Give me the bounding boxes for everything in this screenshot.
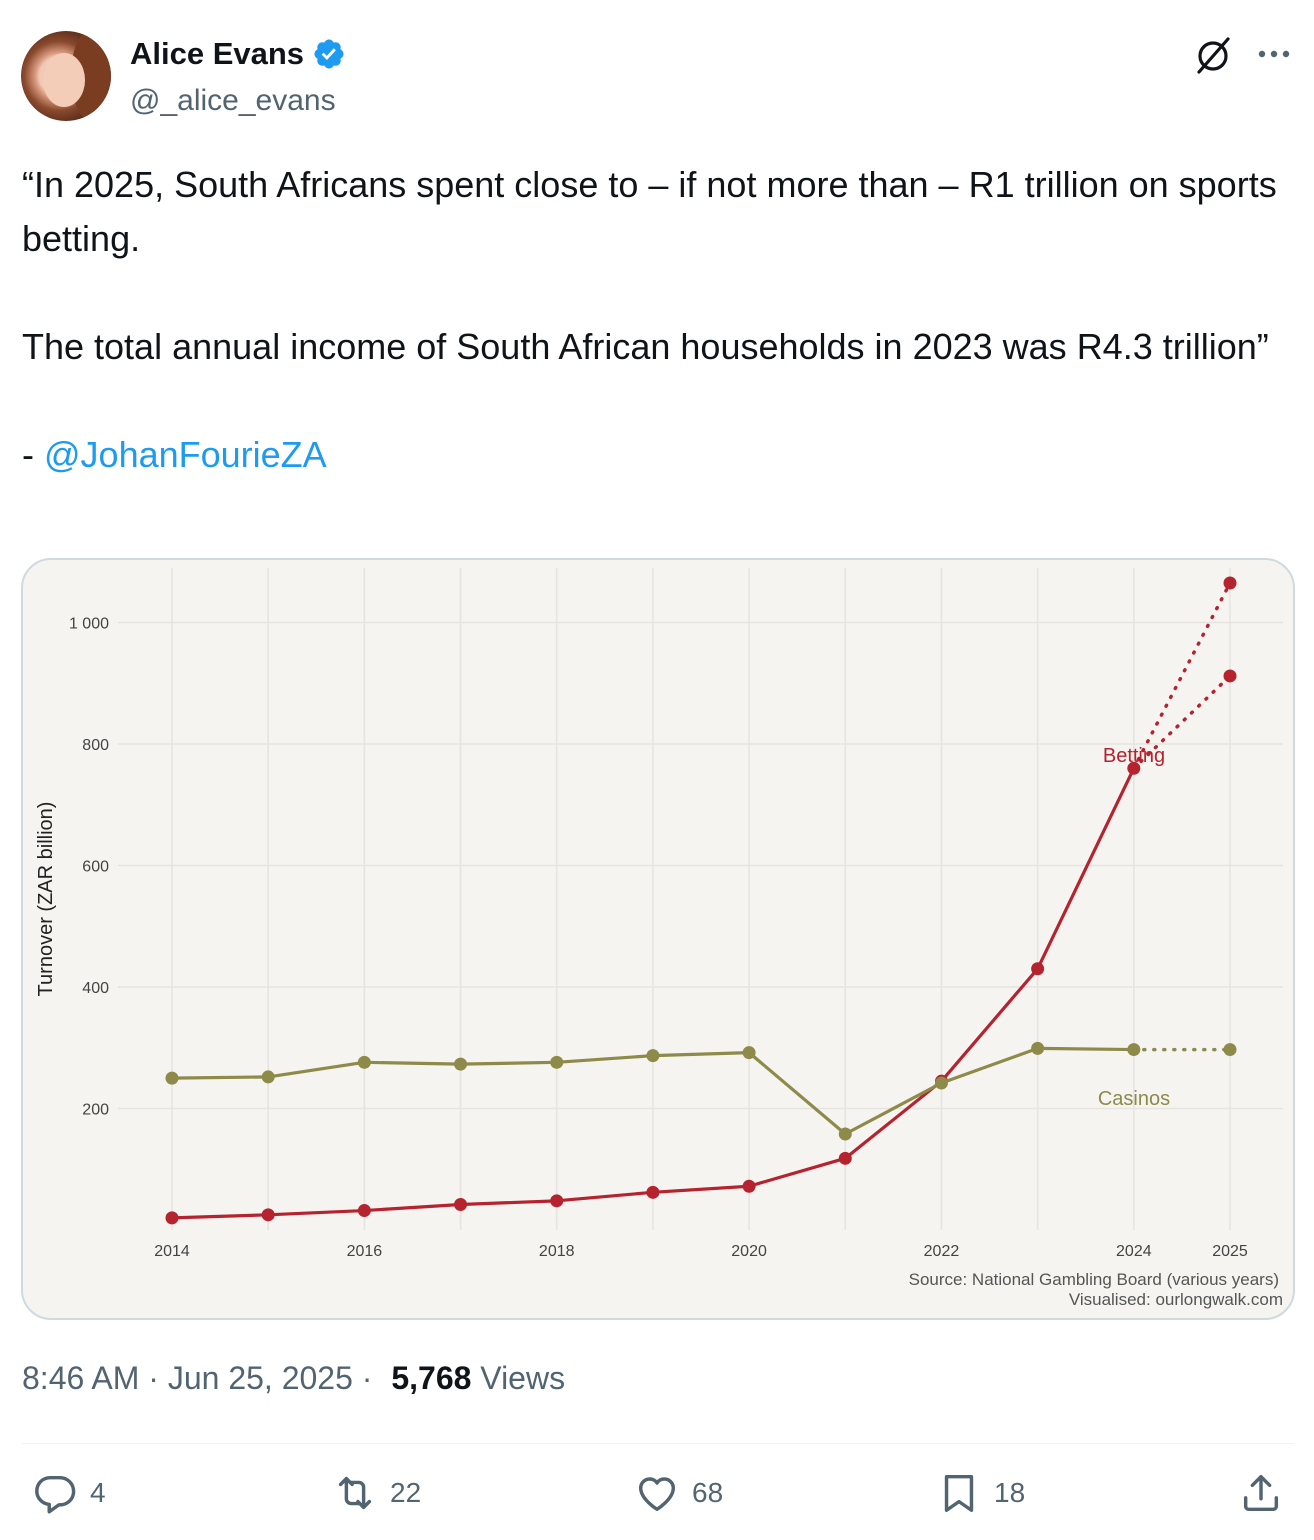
data-point-betting bbox=[1031, 962, 1045, 976]
bookmark-icon bbox=[944, 1474, 974, 1512]
visualised-note: Visualised: ourlongwalk.com bbox=[1069, 1290, 1283, 1309]
reply-button[interactable]: 4 bbox=[32, 1470, 106, 1516]
y-axis-label: Turnover (ZAR billion) bbox=[35, 802, 57, 997]
x-tick-label: 2018 bbox=[539, 1243, 575, 1260]
reply-icon bbox=[35, 1475, 76, 1514]
data-point-betting bbox=[165, 1211, 179, 1225]
avatar[interactable] bbox=[21, 31, 111, 121]
data-point-casinos bbox=[454, 1057, 468, 1071]
projection-point-casinos bbox=[1223, 1043, 1237, 1057]
series-label-betting: Betting bbox=[1103, 745, 1165, 767]
repost-button[interactable]: 22 bbox=[332, 1470, 421, 1516]
reply-count: 4 bbox=[90, 1477, 106, 1508]
data-point-casinos bbox=[1031, 1041, 1045, 1055]
divider bbox=[22, 1443, 1294, 1444]
y-tick-label: 200 bbox=[82, 1102, 109, 1119]
data-point-casinos bbox=[165, 1071, 179, 1085]
x-tick-label: 2020 bbox=[731, 1243, 767, 1260]
y-tick-label: 1 000 bbox=[69, 616, 109, 633]
tweet-header: Alice Evans @_alice_evans bbox=[0, 0, 1314, 130]
data-point-betting bbox=[742, 1179, 756, 1193]
data-point-casinos bbox=[934, 1076, 948, 1090]
x-tick-label: 2025 bbox=[1212, 1243, 1248, 1260]
source-note: Source: National Gambling Board (various… bbox=[909, 1270, 1279, 1289]
data-point-casinos bbox=[550, 1055, 564, 1069]
data-point-casinos bbox=[357, 1055, 371, 1069]
tweet-paragraph-1: “In 2025, South Africans spent close to … bbox=[22, 164, 1277, 259]
turnover-chart: 200 400 600 800 1 000 2014 2016 2018 2020 2022 202… bbox=[35, 568, 1283, 1309]
action-bar: 4 22 68 18 bbox=[0, 1470, 1314, 1530]
y-tick-label: 600 bbox=[82, 859, 109, 876]
tweet-attribution: - @JohanFourieZA bbox=[22, 428, 1282, 482]
x-tick-label: 2024 bbox=[1116, 1243, 1152, 1260]
data-point-betting bbox=[357, 1204, 371, 1218]
more-icon[interactable] bbox=[1254, 42, 1294, 66]
projection-point-betting bbox=[1223, 669, 1237, 683]
bookmark-count: 18 bbox=[994, 1477, 1026, 1508]
tweet-meta: 8:46 AM · Jun 25, 2025 · 5,768 Views bbox=[22, 1360, 565, 1397]
repost-count: 22 bbox=[390, 1477, 422, 1508]
y-tick-label: 400 bbox=[82, 980, 109, 997]
tweet-paragraph-2: The total annual income of South African… bbox=[22, 326, 1269, 367]
data-point-casinos bbox=[838, 1127, 852, 1141]
x-tick-label: 2016 bbox=[347, 1243, 383, 1260]
grok-icon[interactable] bbox=[1192, 34, 1234, 76]
data-point-casinos bbox=[261, 1070, 275, 1084]
projection-point-betting bbox=[1223, 576, 1237, 590]
author-name-row: Alice Evans bbox=[130, 36, 346, 72]
author-handle[interactable]: @_alice_evans bbox=[130, 84, 336, 117]
data-point-casinos bbox=[646, 1049, 660, 1063]
verified-badge-icon[interactable] bbox=[312, 37, 346, 71]
data-point-betting bbox=[454, 1197, 468, 1211]
data-point-betting bbox=[550, 1194, 564, 1208]
views-count: 5,768 bbox=[391, 1360, 472, 1396]
projection-line-betting bbox=[1132, 674, 1232, 771]
data-point-betting bbox=[1127, 761, 1141, 775]
mention-link[interactable]: @JohanFourieZA bbox=[44, 434, 327, 475]
tweet-text: “In 2025, South Africans spent close to … bbox=[22, 158, 1282, 482]
timestamp[interactable]: 8:46 AM · Jun 25, 2025 · bbox=[22, 1360, 382, 1396]
x-tick-label: 2014 bbox=[154, 1243, 190, 1260]
data-point-casinos bbox=[742, 1046, 756, 1060]
heart-icon bbox=[638, 1477, 676, 1512]
like-count: 68 bbox=[692, 1477, 724, 1508]
views-label: Views bbox=[480, 1360, 566, 1396]
x-tick-label: 2022 bbox=[924, 1243, 960, 1260]
repost-icon bbox=[338, 1476, 372, 1510]
like-button[interactable]: 68 bbox=[634, 1470, 723, 1516]
data-point-betting bbox=[261, 1208, 275, 1222]
share-icon bbox=[1243, 1474, 1279, 1512]
data-point-betting bbox=[838, 1151, 852, 1165]
attribution-prefix: - bbox=[22, 434, 44, 475]
chart-image-card[interactable]: 200 400 600 800 1 000 2014 2016 2018 2020 2022 202… bbox=[21, 558, 1295, 1320]
y-tick-label: 800 bbox=[82, 737, 109, 754]
data-point-casinos bbox=[1127, 1043, 1141, 1057]
data-point-betting bbox=[646, 1185, 660, 1199]
share-button[interactable] bbox=[1238, 1470, 1284, 1516]
projection-line-betting bbox=[1132, 581, 1232, 771]
author-name[interactable]: Alice Evans bbox=[130, 36, 305, 71]
bookmark-button[interactable]: 18 bbox=[936, 1470, 1025, 1516]
series-label-casinos: Casinos bbox=[1098, 1088, 1170, 1110]
